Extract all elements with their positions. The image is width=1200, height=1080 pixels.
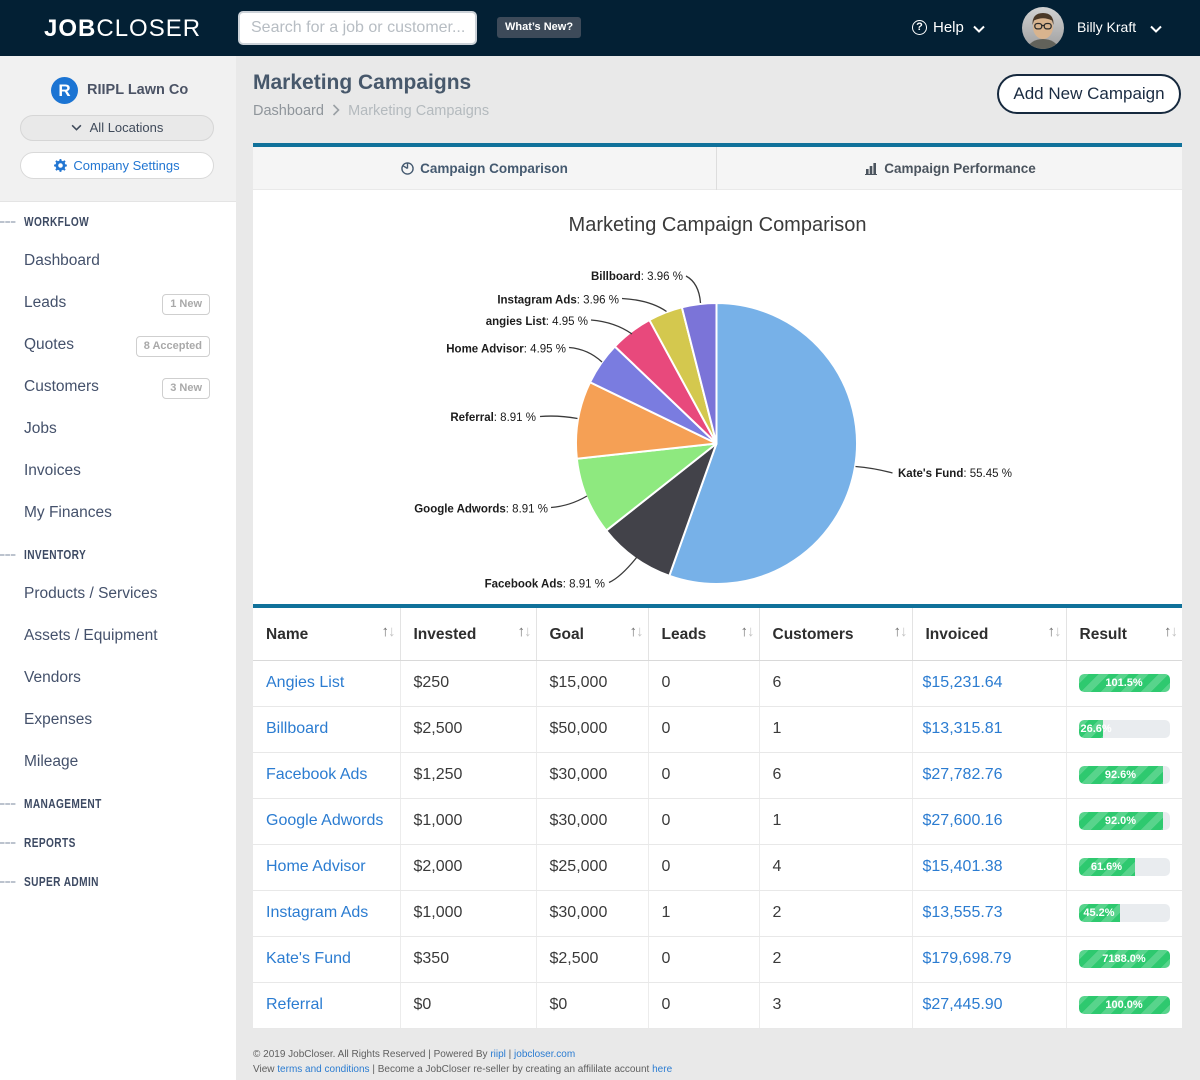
svg-text:Kate's Fund: 55.45 %: Kate's Fund: 55.45 % [898, 468, 1012, 480]
svg-text:Billboard: 3.96 %: Billboard: 3.96 % [591, 271, 683, 283]
svg-text:Google Adwords: 8.91 %: Google Adwords: 8.91 % [414, 504, 548, 516]
svg-text:angies List: 4.95 %: angies List: 4.95 % [486, 316, 588, 328]
svg-text:Facebook Ads: 8.91 %: Facebook Ads: 8.91 % [485, 579, 605, 591]
svg-text:Referral: 8.91 %: Referral: 8.91 % [450, 412, 536, 424]
svg-text:Instagram Ads: 3.96 %: Instagram Ads: 3.96 % [497, 295, 619, 307]
svg-text:Home Advisor: 4.95 %: Home Advisor: 4.95 % [446, 344, 566, 356]
